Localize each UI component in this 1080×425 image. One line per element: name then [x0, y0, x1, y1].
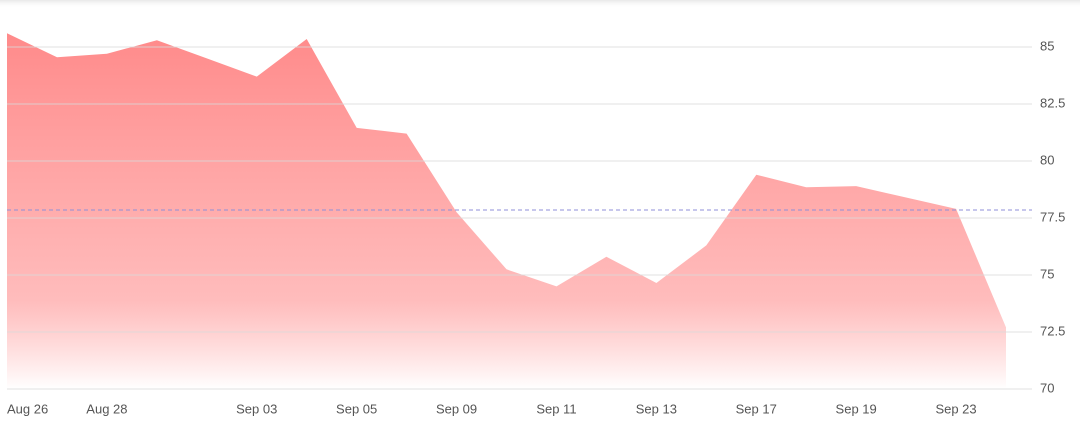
y-tick-label: 75 [1040, 266, 1054, 281]
area [7, 33, 1006, 390]
x-tick-label: Sep 23 [935, 401, 976, 416]
y-tick-label: 80 [1040, 152, 1054, 167]
x-tick-label: Aug 28 [86, 401, 127, 416]
y-tick-label: 70 [1040, 380, 1054, 395]
y-tick-label: 85 [1040, 38, 1054, 53]
y-tick-label: 82.5 [1040, 95, 1065, 110]
x-tick-label: Sep 05 [336, 401, 377, 416]
x-tick-label: Aug 26 [7, 401, 48, 416]
x-tick-label: Sep 17 [736, 401, 777, 416]
x-tick-label: Sep 11 [536, 401, 576, 416]
x-tick-label: Sep 03 [236, 401, 277, 416]
top-shade [0, 0, 1080, 8]
x-tick-label: Sep 19 [836, 401, 877, 416]
x-tick-label: Sep 13 [636, 401, 677, 416]
x-tick-label: Sep 09 [436, 401, 477, 416]
y-tick-label: 72.5 [1040, 323, 1065, 338]
y-tick-label: 77.5 [1040, 209, 1065, 224]
